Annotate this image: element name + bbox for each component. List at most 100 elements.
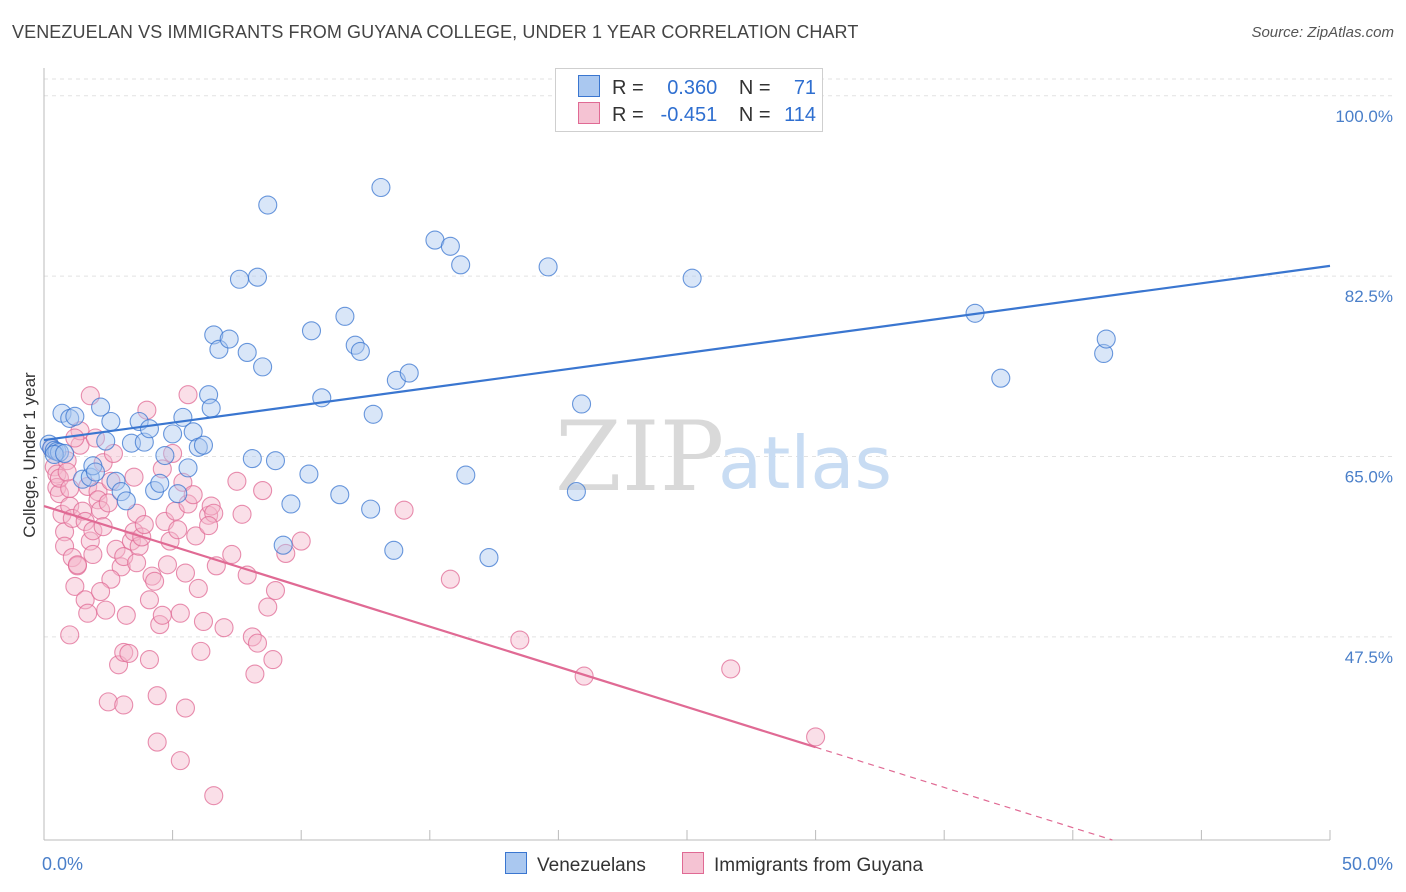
guyana-point: [175, 563, 196, 583]
venezuelans-point: [116, 491, 136, 511]
venezuelans-point: [201, 398, 221, 418]
venezuelans-point: [281, 494, 301, 514]
venezuelans-point: [335, 306, 355, 326]
venezuelans-point: [91, 397, 111, 417]
r-value: 0.360: [667, 77, 718, 99]
venezuelans-point: [361, 499, 381, 519]
guyana-point: [160, 531, 180, 551]
n-value: 71: [793, 77, 817, 99]
source-label: Source: ZipAtlas.com: [1251, 24, 1394, 41]
guyana-point: [147, 686, 167, 706]
venezuelans-point: [150, 473, 170, 493]
venezuelans-point: [682, 268, 702, 288]
guyana-point: [127, 553, 147, 573]
guyana-point: [170, 603, 190, 623]
venezuelans-point: [111, 482, 131, 502]
venezuelans-point: [299, 464, 319, 484]
guyana-point: [163, 443, 183, 464]
axes: [43, 68, 1331, 841]
watermark-zip: ZIP: [555, 401, 724, 513]
guyana-point: [145, 571, 165, 591]
guyana-point: [258, 597, 278, 617]
venezuelans-point: [106, 471, 126, 491]
venezuelans-swatch: [505, 852, 527, 874]
guyana-point: [96, 600, 116, 620]
n-label: N =: [738, 104, 771, 126]
venezuelans-point: [456, 465, 476, 485]
guyana-point: [186, 526, 206, 546]
guyana-point: [247, 633, 268, 653]
guyana-point: [124, 467, 144, 487]
guyana-swatch: [578, 102, 600, 124]
guyana-point: [83, 544, 103, 565]
guyana-point: [245, 664, 265, 684]
guyana-point: [222, 544, 242, 565]
venezuelans-point: [178, 458, 198, 478]
guyana-point: [188, 578, 208, 599]
venezuelans-point: [330, 485, 350, 505]
venezuelans-point: [139, 419, 160, 439]
venezuelans-swatch: [578, 75, 600, 97]
venezuelans-point: [258, 195, 278, 215]
venezuelans-point: [168, 484, 188, 504]
guyana-point: [137, 400, 157, 420]
guyana-point: [65, 428, 85, 448]
r-label: R =: [612, 77, 644, 99]
n-label: N =: [738, 77, 771, 99]
venezuelans-point: [44, 444, 64, 465]
guyana-point: [119, 643, 139, 663]
guyana-point: [178, 385, 198, 405]
venezuelans-trend-line: [43, 264, 1331, 442]
venezuelans-point: [183, 422, 203, 442]
guyana-point: [142, 566, 162, 586]
legend-label: Venezuelans: [537, 855, 646, 876]
guyana-point: [101, 569, 121, 589]
guyana-point: [232, 504, 252, 524]
venezuelans-point: [273, 535, 293, 555]
venezuelans-point: [566, 482, 586, 502]
guyana-point: [49, 468, 69, 488]
guyana-point: [57, 462, 77, 482]
guyana-point: [55, 536, 75, 556]
guyana-point: [175, 698, 196, 718]
guyana-point: [265, 580, 286, 601]
guyana-point: [91, 500, 111, 520]
guyana-point: [199, 516, 219, 536]
chart-title: VENEZUELAN VS IMMIGRANTS FROM GUYANA COL…: [12, 22, 859, 42]
venezuelans-point: [571, 394, 592, 414]
venezuelans-point: [85, 462, 105, 482]
guyana-point: [214, 618, 234, 638]
venezuelans-point: [1094, 343, 1114, 364]
guyana-point: [510, 630, 530, 650]
venezuelans-point: [345, 335, 365, 355]
venezuelans-point: [219, 329, 239, 349]
guyana-point: [127, 503, 147, 523]
venezuelans-point: [301, 321, 322, 341]
venezuelans-point: [399, 363, 419, 383]
venezuelans-point: [479, 548, 499, 568]
guyana-point: [204, 503, 224, 523]
guyana-point: [227, 471, 247, 491]
y-tick-label: 65.0%: [1345, 468, 1393, 487]
watermark-atlas: atlas: [718, 421, 892, 505]
r-label: R =: [612, 104, 644, 126]
x-tick-label: 50.0%: [1342, 854, 1393, 874]
guyana-point: [134, 515, 154, 535]
venezuelans-point: [55, 443, 75, 464]
venezuelans-point: [363, 404, 383, 424]
guyana-point: [147, 732, 167, 752]
venezuelans-point: [204, 325, 224, 345]
guyana-point: [263, 650, 283, 670]
venezuelans-point: [1096, 329, 1116, 349]
guyana-point: [168, 520, 188, 540]
legend-item-guyana: Immigrants from Guyana: [682, 852, 923, 877]
guyana-point: [67, 555, 87, 575]
guyana-point: [193, 611, 214, 632]
guyana-point: [440, 569, 460, 589]
guyana-point: [139, 650, 160, 670]
venezuelans-point: [451, 255, 471, 275]
guyana-point: [65, 576, 85, 596]
legend-label: Immigrants from Guyana: [714, 855, 924, 876]
n-value: 114: [784, 104, 817, 126]
